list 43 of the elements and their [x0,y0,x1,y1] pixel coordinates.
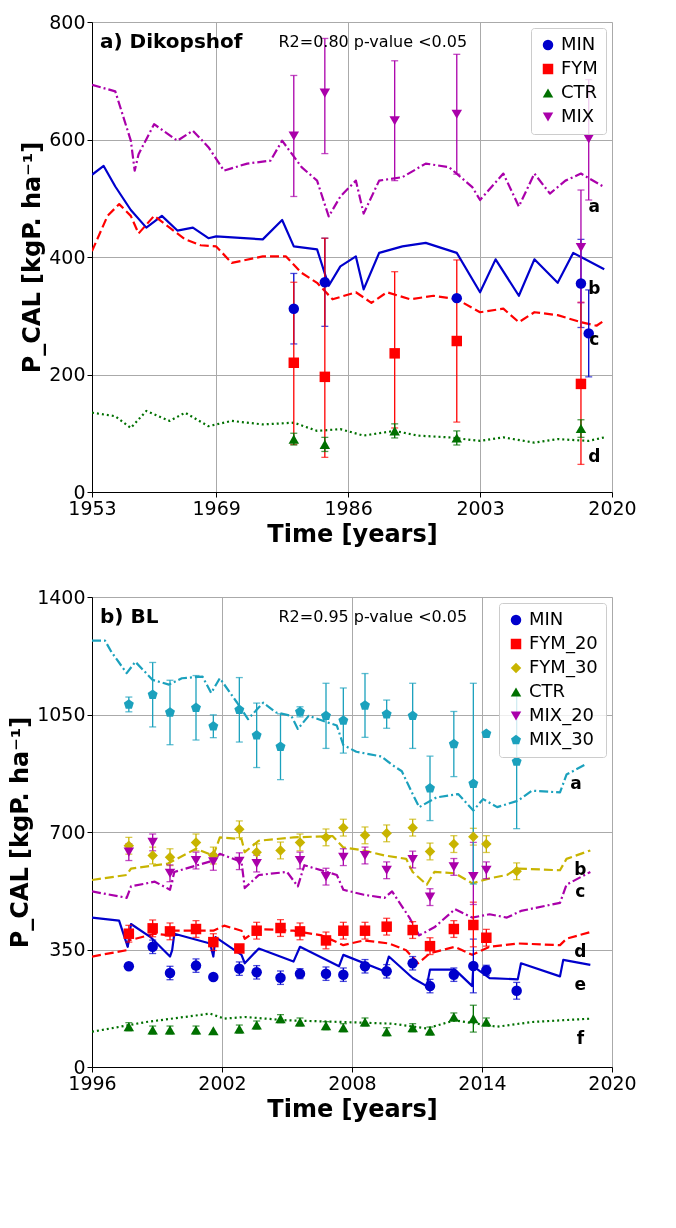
legend-label: FYM [561,57,598,78]
y-tick-label: 600 [49,128,86,150]
legend-label: MIX_30 [529,728,595,750]
annotation: a [570,773,582,794]
x-tick-label: 1969 [192,496,241,519]
annotation: f [576,1027,585,1048]
annotation: R2=0.95 p-value <0.05 [278,607,468,626]
legend-label: MIX_20 [529,704,595,726]
x-tick-label: 2020 [588,496,637,519]
y-axis-title: P_CAL [kgP. ha⁻¹] [6,716,35,949]
legend-label: FYM_20 [529,632,598,654]
x-axis-title: Time [years] [267,1094,438,1123]
y-tick-label: 1050 [37,703,86,725]
x-tick-label: 2014 [458,1071,507,1094]
annotation: b [588,278,601,299]
y-tick-label: 700 [49,820,86,843]
legend-label: FYM_30 [529,656,598,678]
y-axis-title: P_CAL [kgP. ha⁻¹] [18,141,47,374]
x-tick-label: 2020 [588,1071,637,1094]
x-axis-title: Time [years] [267,519,438,548]
y-tick-label: 350 [49,938,86,960]
annotation: d [574,941,587,962]
annotation: c [575,880,586,901]
y-tick-label: 1400 [37,585,86,608]
legend-label: MIN [529,608,564,629]
x-tick-label: 2002 [198,1071,247,1094]
y-tick-label: 400 [49,245,86,268]
x-tick-label: 1986 [324,496,373,519]
y-tick-label: 200 [49,363,86,385]
x-tick-label: 2003 [456,496,505,519]
y-tick-label: 800 [49,10,86,33]
x-tick-label: 2008 [328,1071,377,1094]
annotation: c [589,329,600,350]
chart-title: a) Dikopshof [100,29,243,53]
legend-label: CTR [529,680,566,701]
annotation: b [574,859,587,880]
legend-label: MIX [561,105,595,126]
annotation: e [574,973,587,994]
legend-label: CTR [561,81,598,102]
annotation: d [588,446,601,467]
chart-title: b) BL [100,604,159,628]
legend-label: MIN [561,33,596,54]
annotation: a [588,196,600,217]
